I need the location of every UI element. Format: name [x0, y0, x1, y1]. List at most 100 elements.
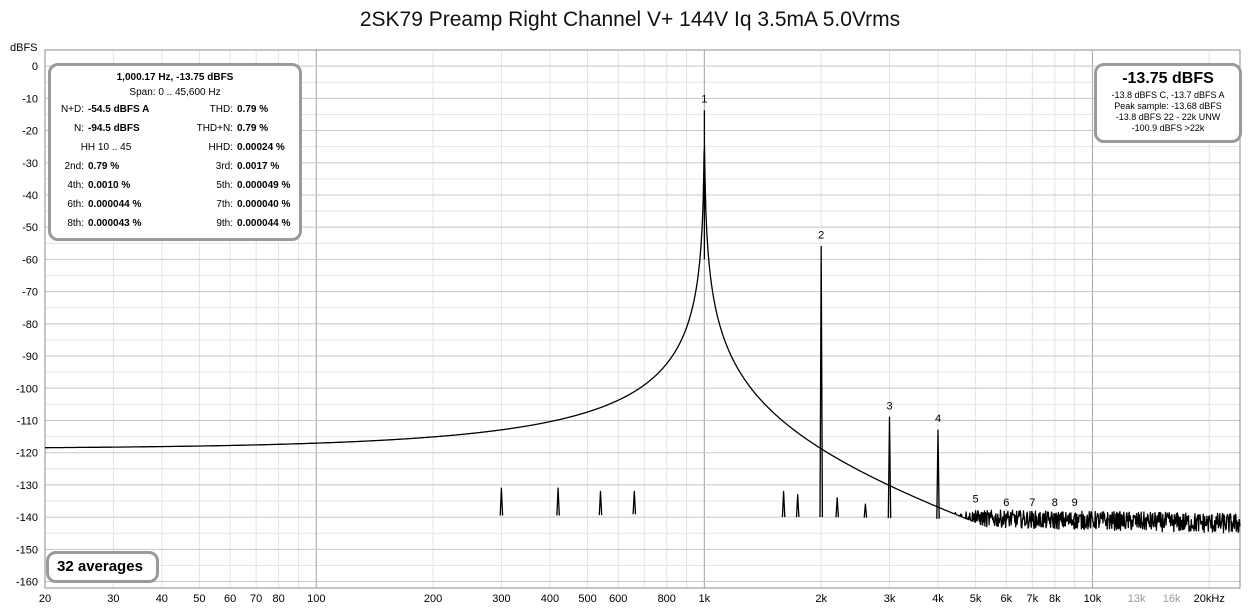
x-tick-label: 20kHz	[1194, 593, 1225, 605]
x-tick-label: 7k	[1027, 593, 1039, 605]
y-tick-label: -10	[22, 93, 38, 105]
measurement-value: 0.000040 %	[237, 199, 291, 210]
x-tick-label: 13k	[1128, 593, 1146, 605]
x-tick-label: 16k	[1163, 593, 1181, 605]
measurement-value: -54.5 dBFS A	[88, 104, 150, 115]
measurement-label: HHD:	[208, 142, 233, 153]
measurement-panel: 1,000.17 Hz, -13.75 dBFS Span: 0 .. 45,6…	[48, 63, 302, 241]
measurement-cell: 5th: 0.000049 %	[175, 180, 299, 191]
measurement-value: 0.000049 %	[237, 180, 291, 191]
measurement-label: 7th:	[216, 199, 233, 210]
measurement-cell: 7th: 0.000040 %	[175, 199, 299, 210]
measurement-header: 1,000.17 Hz, -13.75 dBFS	[116, 72, 234, 83]
measurement-value: 0.79 %	[237, 123, 269, 134]
x-tick-label: 10k	[1084, 593, 1102, 605]
measurement-label: 6th:	[67, 199, 84, 210]
level-line: -13.8 dBFS 22 - 22k UNW	[1115, 112, 1221, 122]
measurement-cell: HHD: 0.00024 %	[175, 142, 299, 153]
level-value: -13.75 dBFS	[1122, 70, 1214, 87]
measurement-label: 8th:	[67, 218, 84, 229]
measurement-label: N:	[74, 123, 84, 134]
harmonic-label: 6	[1003, 497, 1009, 509]
measurement-row: 4th: 0.0010 % 5th: 0.000049 %	[51, 176, 299, 195]
y-tick-label: -40	[22, 190, 38, 202]
harmonic-label: 8	[1052, 497, 1058, 509]
chart-title: 2SK79 Preamp Right Channel V+ 144V Iq 3.…	[359, 8, 901, 31]
measurement-row: 8th: 0.000043 % 9th: 0.000044 %	[51, 214, 299, 233]
harmonic-label: 4	[935, 413, 941, 425]
x-tick-label: 500	[578, 593, 596, 605]
measurement-row: 6th: 0.000044 % 7th: 0.000040 %	[51, 195, 299, 214]
y-tick-label: -70	[22, 287, 38, 299]
y-tick-label: -130	[16, 480, 38, 492]
measurement-cell: 2nd: 0.79 %	[51, 161, 175, 172]
x-tick-label: 2k	[815, 593, 827, 605]
y-tick-label: -80	[22, 319, 38, 331]
x-tick-label: 4k	[932, 593, 944, 605]
measurement-grid: N+D: -54.5 dBFS A THD: 0.79 % N: -94.5 dBFS TH…	[51, 100, 299, 233]
y-tick-label: -120	[16, 448, 38, 460]
measurement-cell: 4th: 0.0010 %	[51, 180, 175, 191]
measurement-label: 5th:	[216, 180, 233, 191]
x-tick-label: 200	[424, 593, 442, 605]
x-tick-label: 20	[39, 593, 51, 605]
measurement-value: 0.0010 %	[88, 180, 131, 191]
measurement-row: 2nd: 0.79 % 3rd: 0.0017 %	[51, 157, 299, 176]
x-tick-label: 1k	[699, 593, 711, 605]
y-tick-label: -90	[22, 351, 38, 363]
y-tick-label: -160	[16, 577, 38, 589]
y-tick-label: -50	[22, 222, 38, 234]
x-axis-ticks: 20 30 40 50 60 70 80 100 200 300 400 500 600 800 1k 2k 3…	[39, 593, 1225, 605]
x-tick-label: 60	[224, 593, 236, 605]
y-tick-label: -150	[16, 544, 38, 556]
measurement-value: 0.79 %	[237, 104, 269, 115]
y-tick-label: -30	[22, 158, 38, 170]
y-tick-label: -20	[22, 126, 38, 138]
harmonic-label: 7	[1029, 497, 1035, 509]
measurement-row: HH 10 .. 45 HHD: 0.00024 %	[51, 138, 299, 157]
measurement-label: 3rd:	[215, 161, 233, 172]
measurement-value: 0.79 %	[88, 161, 120, 172]
measurement-cell: 6th: 0.000044 %	[51, 199, 175, 210]
averages-badge: 32 averages	[46, 551, 159, 583]
x-tick-label: 40	[156, 593, 168, 605]
measurement-label: 4th:	[67, 180, 84, 191]
x-tick-label: 400	[541, 593, 559, 605]
y-tick-label: -140	[16, 512, 38, 524]
x-tick-label: 70	[250, 593, 262, 605]
harmonic-label: 9	[1072, 497, 1078, 509]
x-tick-label: 6k	[1001, 593, 1013, 605]
level-line: Peak sample: -13.68 dBFS	[1114, 101, 1222, 111]
measurement-label: HH 10 .. 45	[80, 142, 132, 153]
measurement-row: N+D: -54.5 dBFS A THD: 0.79 %	[51, 100, 299, 119]
measurement-span: Span: 0 .. 45,600 Hz	[129, 87, 221, 98]
y-tick-label: -60	[22, 254, 38, 266]
plot-frame	[44, 49, 1241, 589]
x-tick-label: 800	[658, 593, 676, 605]
measurement-value: 0.0017 %	[237, 161, 280, 172]
measurement-value: 0.000044 %	[88, 199, 142, 210]
harmonic-labels: 1 2 3 4 5 6 7 8 9	[701, 93, 1077, 509]
x-tick-label: 600	[609, 593, 627, 605]
harmonic-label: 2	[818, 230, 824, 242]
measurement-value: 0.000044 %	[237, 218, 291, 229]
measurement-label: THD+N:	[196, 123, 233, 134]
measurement-value: 0.00024 %	[237, 142, 285, 153]
y-tick-label: -100	[16, 383, 38, 395]
measurement-value: 0.000043 %	[88, 218, 142, 229]
spectrum-trace	[44, 110, 1241, 534]
x-tick-label: 300	[492, 593, 510, 605]
measurement-cell: N: -94.5 dBFS	[51, 123, 175, 134]
x-tick-label: 5k	[970, 593, 982, 605]
level-panel: -13.75 dBFS -13.8 dBFS C, -13.7 dBFS A P…	[1094, 63, 1242, 143]
measurement-cell: 8th: 0.000043 %	[51, 218, 175, 229]
harmonic-label: 3	[886, 400, 892, 412]
x-tick-label: 3k	[884, 593, 896, 605]
level-line: -100.9 dBFS >22k	[1131, 123, 1205, 133]
x-tick-label: 80	[273, 593, 285, 605]
harmonic-label: 1	[701, 93, 707, 105]
x-tick-label: 50	[193, 593, 205, 605]
measurement-cell: 9th: 0.000044 %	[175, 218, 299, 229]
measurement-cell: THD: 0.79 %	[175, 104, 299, 115]
